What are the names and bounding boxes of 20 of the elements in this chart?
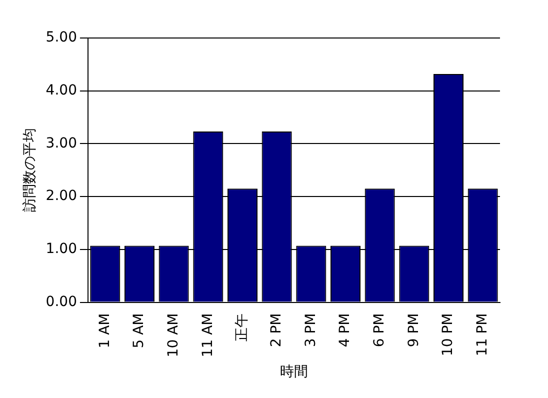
x-axis-title: 時間 — [280, 364, 308, 380]
y-tick-label: 3.00 — [46, 135, 77, 152]
x-tick-label: 4 PM — [337, 313, 354, 348]
x-tick-label: 11 PM — [474, 313, 490, 356]
y-axis-title: 訪問数の平均 — [22, 128, 38, 212]
x-tick-label: 10 AM — [165, 313, 182, 358]
x-tick-label: 2 PM — [268, 313, 284, 348]
y-tick-label: 0.00 — [46, 294, 77, 310]
x-tick-label: 正午 — [234, 313, 250, 342]
y-tick-label: 4.00 — [46, 82, 77, 98]
x-tick-label: 1 AM — [96, 313, 113, 348]
x-tick-label: 11 AM — [200, 313, 216, 358]
x-tick-label: 6 PM — [371, 313, 388, 348]
y-tick-label: 5.00 — [46, 30, 77, 46]
x-tick-label: 3 PM — [302, 313, 319, 348]
y-tick-label: 1.00 — [46, 241, 77, 258]
x-tick-label: 5 AM — [131, 313, 148, 348]
x-tick-label: 10 PM — [440, 313, 456, 356]
y-tick-label: 2.00 — [46, 188, 77, 204]
x-tick-label: 9 PM — [406, 313, 422, 348]
